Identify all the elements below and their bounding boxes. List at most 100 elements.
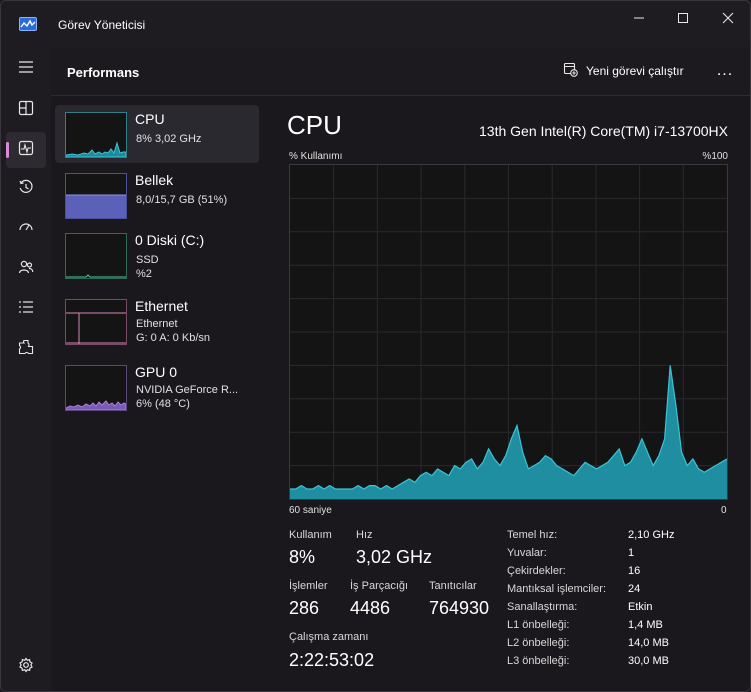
maximize-icon: [677, 12, 689, 27]
handles-label: Tanıtıcılar: [429, 580, 477, 592]
active-indicator: [6, 142, 9, 158]
minimize-icon: [633, 12, 645, 27]
resource-item-disk[interactable]: 0 Diski (C:) SSD %2: [55, 226, 259, 284]
gpu-thumbnail-graph: [65, 365, 127, 411]
uptime-label: Çalışma zamanı: [289, 631, 369, 643]
spec-key: Çekirdekler:: [507, 565, 566, 577]
spec-key: Yuvalar:: [507, 547, 547, 559]
startup-apps-icon: [18, 219, 34, 240]
new-task-icon: [563, 62, 578, 80]
cpu-usage-graph: [289, 164, 728, 500]
handles-value: 764930: [429, 598, 490, 618]
nav-item-details[interactable]: [6, 291, 46, 327]
spec-value: 16: [628, 565, 641, 577]
graph-y-label: % Kullanımı: [289, 151, 343, 162]
resource-item-cpu[interactable]: CPU 8% 3,02 GHz: [55, 105, 259, 163]
spec-key: L1 önbelleği:: [507, 619, 570, 631]
resource-name: Ethernet: [135, 298, 188, 314]
run-new-task-button[interactable]: Yeni görevi çalıştır: [563, 62, 684, 80]
spec-value: 1: [628, 547, 635, 559]
spec-value: 30,0 MB: [628, 655, 669, 667]
resource-detail: Ethernet: [136, 318, 178, 330]
memory-thumbnail-graph: [65, 173, 127, 219]
more-options-button[interactable]: ...: [711, 59, 739, 83]
resource-name: CPU: [135, 111, 165, 127]
resource-detail: 8% 3,02 GHz: [136, 133, 202, 145]
resource-detail: NVIDIA GeForce R...: [136, 384, 239, 396]
resource-detail: SSD: [136, 254, 159, 266]
spec-key: Mantıksal işlemciler:: [507, 583, 607, 595]
resource-detail: %2: [136, 268, 152, 280]
resource-detail: 6% (48 °C): [136, 398, 190, 410]
navigation-rail: [1, 47, 51, 691]
nav-item-performance[interactable]: [6, 132, 46, 168]
resource-item-ethernet[interactable]: Ethernet Ethernet G: 0 A: 0 Kb/sn: [55, 292, 259, 350]
utilization-label: Kullanım: [289, 529, 332, 541]
resource-name: 0 Diski (C:): [135, 232, 205, 248]
users-icon: [18, 259, 34, 280]
performance-icon: [18, 140, 34, 161]
graph-x-left-label: 60 saniye: [289, 505, 332, 516]
nav-item-app-history[interactable]: [6, 171, 46, 207]
content-area: CPU 8% 3,02 GHz Bellek 8,0/15,7 GB (51%): [51, 96, 750, 691]
cpu-thumbnail-graph: [65, 112, 127, 158]
page-title: Performans: [67, 65, 140, 80]
page-header: Performans Yeni görevi çalıştır ...: [51, 47, 750, 96]
cpu-usage-line: [290, 365, 728, 490]
app-history-icon: [18, 179, 34, 200]
cpu-usage-chart: [290, 165, 728, 499]
disk-thumbnail-graph: [65, 233, 127, 279]
spec-key: Sanallaştırma:: [507, 601, 578, 613]
speed-label: Hız: [356, 529, 373, 541]
resource-title: CPU: [287, 110, 342, 140]
nav-item-processes[interactable]: [6, 92, 46, 128]
spec-value: Etkin: [628, 601, 653, 613]
resource-list: CPU 8% 3,02 GHz Bellek 8,0/15,7 GB (51%): [51, 96, 265, 691]
more-options-icon: ...: [716, 62, 734, 79]
processes-value: 286: [289, 598, 320, 618]
window-title: Görev Yöneticisi: [58, 18, 146, 32]
graph-y-max-label: %100: [702, 151, 728, 162]
services-icon: [18, 339, 34, 360]
speed-value: 3,02 GHz: [356, 547, 433, 567]
resource-item-memory[interactable]: Bellek 8,0/15,7 GB (51%): [55, 166, 259, 224]
close-icon: [722, 12, 734, 27]
spec-key: Temel hız:: [507, 529, 558, 541]
resource-item-gpu[interactable]: GPU 0 NVIDIA GeForce R... 6% (48 °C): [55, 358, 259, 416]
close-button[interactable]: [708, 9, 748, 29]
threads-label: İş Parçacığı: [350, 580, 409, 592]
uptime-value: 2:22:53:02: [289, 650, 375, 670]
settings-icon: [18, 656, 34, 678]
run-new-task-label: Yeni görevi çalıştır: [586, 64, 684, 78]
cpu-model-name: 13th Gen Intel(R) Core(TM) i7-13700HX: [479, 123, 728, 139]
task-manager-logo-icon: [19, 17, 37, 31]
nav-menu-button[interactable]: [6, 51, 46, 87]
resource-name: Bellek: [135, 172, 174, 188]
hamburger-menu-icon: [18, 60, 34, 79]
spec-value: 14,0 MB: [628, 637, 669, 649]
nav-item-users[interactable]: [6, 251, 46, 287]
threads-value: 4486: [350, 598, 391, 618]
spec-value: 2,10 GHz: [628, 529, 675, 541]
spec-key: L3 önbelleği:: [507, 655, 570, 667]
nav-item-startup-apps[interactable]: [6, 211, 46, 247]
maximize-button[interactable]: [663, 9, 703, 29]
graph-x-right-label: 0: [721, 505, 727, 516]
ethernet-thumbnail-graph: [65, 299, 127, 345]
cpu-usage-area: [290, 365, 727, 499]
details-icon: [18, 299, 34, 320]
resource-name: GPU 0: [135, 364, 178, 380]
title-bar: Görev Yöneticisi: [1, 1, 750, 47]
resource-detail: 8,0/15,7 GB (51%): [136, 194, 228, 206]
utilization-value: 8%: [289, 547, 316, 567]
spec-key: L2 önbelleği:: [507, 637, 570, 649]
spec-value: 1,4 MB: [628, 619, 663, 631]
cpu-detail-panel: CPU 13th Gen Intel(R) Core(TM) i7-13700H…: [287, 96, 750, 691]
nav-item-services[interactable]: [6, 331, 46, 367]
resource-detail: G: 0 A: 0 Kb/sn: [136, 332, 210, 344]
nav-item-settings[interactable]: [6, 649, 46, 685]
minimize-button[interactable]: [619, 9, 659, 29]
processes-label: İşlemler: [289, 580, 328, 592]
spec-value: 24: [628, 583, 641, 595]
